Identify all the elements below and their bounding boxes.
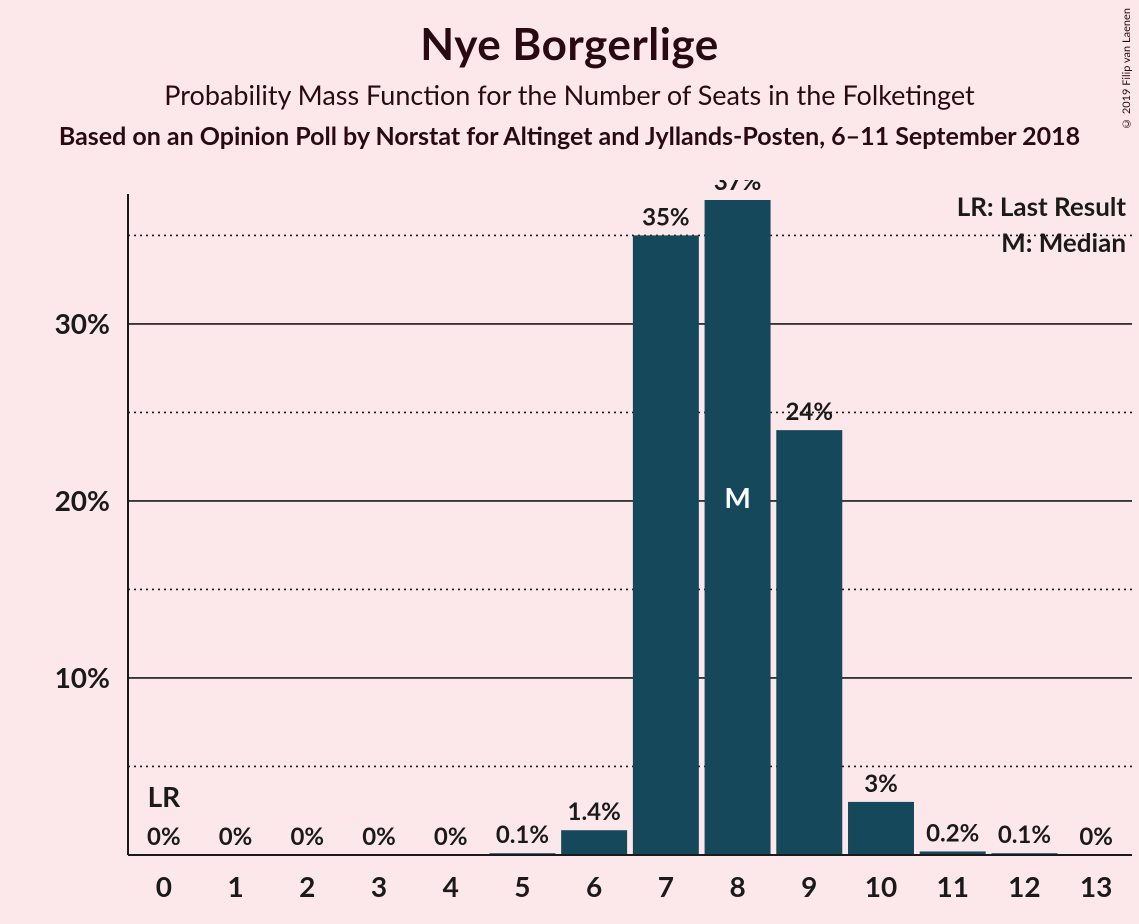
bar-value-label: 0.1% bbox=[998, 820, 1051, 849]
x-tick-label: 13 bbox=[1080, 869, 1112, 903]
bar-value-label: 0% bbox=[147, 822, 181, 851]
x-tick-label: 12 bbox=[1008, 869, 1040, 903]
bar-value-label: 0% bbox=[290, 822, 324, 851]
chart-subtitle: Probability Mass Function for the Number… bbox=[0, 78, 1139, 111]
x-tick-label: 10 bbox=[865, 869, 897, 903]
x-tick-label: 3 bbox=[371, 869, 387, 903]
lr-marker: LR bbox=[148, 779, 182, 813]
median-marker: M bbox=[724, 480, 750, 514]
legend-median: M: Median bbox=[1001, 226, 1126, 258]
x-tick-label: 0 bbox=[156, 869, 172, 903]
chart-title: Nye Borgerlige bbox=[0, 18, 1139, 70]
title-block: Nye Borgerlige Probability Mass Function… bbox=[0, 0, 1139, 151]
bar-value-label: 1.4% bbox=[568, 797, 621, 826]
bar-value-label: 0% bbox=[219, 822, 253, 851]
bar-value-label: 0% bbox=[434, 822, 468, 851]
legend-lr: LR: Last Result bbox=[957, 190, 1127, 222]
x-tick-label: 9 bbox=[801, 869, 817, 903]
bar bbox=[776, 430, 842, 855]
copyright-label: © 2019 Filip van Laenen bbox=[1120, 8, 1133, 130]
x-tick-label: 6 bbox=[586, 869, 602, 903]
bar-value-label: 0.2% bbox=[926, 818, 979, 847]
y-tick-label: 20% bbox=[55, 483, 110, 517]
bar bbox=[561, 830, 627, 855]
bar-value-label: 24% bbox=[786, 397, 834, 426]
x-tick-label: 2 bbox=[299, 869, 315, 903]
chart-area: 10%20%30%0%00%10%20%30%40.1%51.4%635%737… bbox=[0, 180, 1139, 924]
bar-value-label: 0% bbox=[362, 822, 396, 851]
chart-source: Based on an Opinion Poll by Norstat for … bbox=[0, 121, 1139, 151]
bar-value-label: 37% bbox=[714, 180, 762, 196]
bar-value-label: 3% bbox=[864, 769, 898, 798]
x-tick-label: 8 bbox=[729, 869, 745, 903]
pmf-bar-chart: 10%20%30%0%00%10%20%30%40.1%51.4%635%737… bbox=[0, 180, 1139, 924]
x-tick-label: 4 bbox=[443, 869, 459, 903]
bar-value-label: 0% bbox=[1079, 822, 1113, 851]
x-tick-label: 7 bbox=[658, 869, 674, 903]
bar bbox=[633, 235, 699, 855]
x-tick-label: 5 bbox=[514, 869, 530, 903]
y-tick-label: 30% bbox=[55, 306, 110, 340]
x-tick-label: 11 bbox=[936, 869, 968, 903]
bar-value-label: 35% bbox=[642, 202, 690, 231]
x-tick-label: 1 bbox=[227, 869, 243, 903]
bar bbox=[848, 802, 914, 855]
bar bbox=[705, 200, 771, 855]
y-tick-label: 10% bbox=[55, 660, 110, 694]
bar-value-label: 0.1% bbox=[496, 820, 549, 849]
